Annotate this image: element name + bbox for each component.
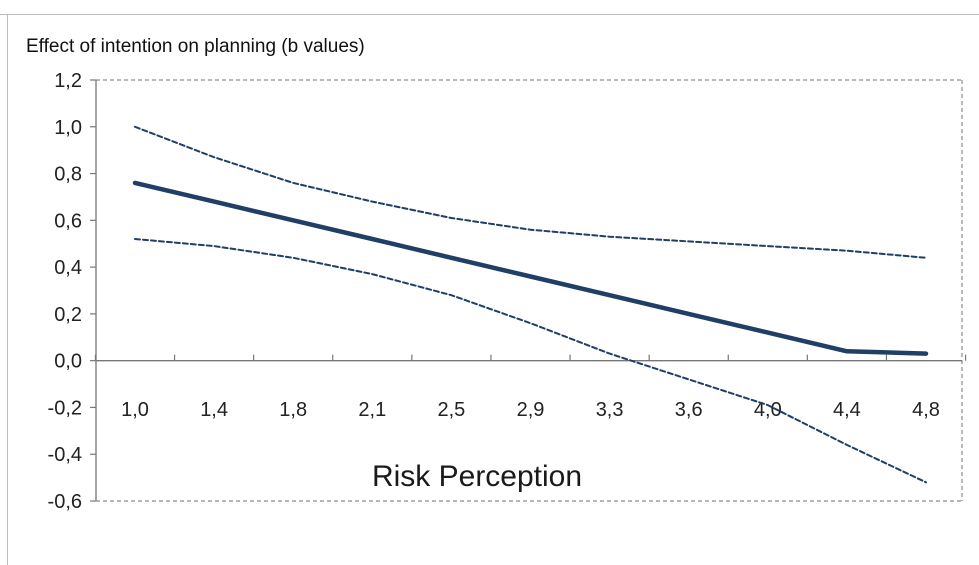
y-tick-label: 0,0 — [54, 351, 82, 373]
y-tick-label: 0,6 — [54, 210, 82, 232]
x-tick-label: 4,8 — [912, 399, 940, 421]
x-tick-label: 1,8 — [279, 399, 307, 421]
x-tick-label: 1,0 — [121, 399, 149, 421]
outer-frame-top — [0, 14, 979, 15]
y-tick-label: 0,4 — [54, 257, 82, 279]
lower-bound-line — [134, 238, 927, 484]
upper-bound-line — [134, 125, 927, 259]
x-tick-label: 2,9 — [517, 399, 545, 421]
x-tick-label: 2,1 — [358, 399, 386, 421]
x-tick-label: 3,6 — [675, 399, 703, 421]
x-tick-label: 4,0 — [754, 399, 782, 421]
estimate-line — [132, 180, 929, 356]
y-tick-label: -0,2 — [48, 397, 82, 419]
y-tick-label: 0,8 — [54, 164, 82, 186]
outer-frame-left — [7, 14, 8, 565]
x-tick-label: 2,5 — [437, 399, 465, 421]
y-tick-label: -0,6 — [48, 491, 82, 513]
y-axis-title: Effect of intention on planning (b value… — [26, 36, 365, 57]
y-tick-label: -0,4 — [48, 444, 82, 466]
y-tick-label: 1,2 — [54, 70, 82, 92]
x-axis-title: Risk Perception — [372, 460, 582, 493]
x-tick-label: 4,4 — [833, 399, 861, 421]
x-tick-label: 3,3 — [596, 399, 624, 421]
y-tick-label: 0,2 — [54, 304, 82, 326]
y-tick-label: 1,0 — [54, 117, 82, 139]
x-tick-label: 1,4 — [200, 399, 228, 421]
